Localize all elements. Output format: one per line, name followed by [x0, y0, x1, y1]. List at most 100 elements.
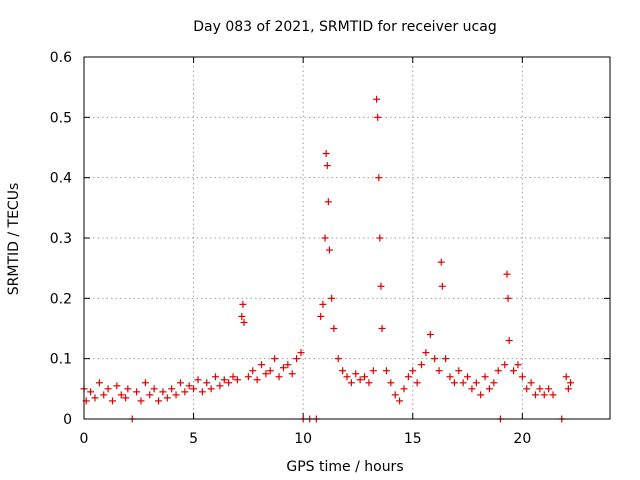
- data-point: [133, 388, 141, 396]
- data-point: [168, 385, 176, 393]
- data-point: [297, 349, 305, 357]
- data-point: [503, 270, 511, 278]
- data-point: [404, 373, 412, 381]
- data-point: [339, 367, 347, 375]
- data-point: [203, 379, 211, 387]
- data-point: [536, 385, 544, 393]
- data-point: [190, 385, 198, 393]
- data-point: [347, 379, 355, 387]
- data-point: [212, 373, 219, 381]
- data-point: [258, 361, 266, 369]
- data-point: [266, 367, 274, 375]
- data-point: [238, 312, 246, 320]
- data-point: [104, 385, 112, 393]
- data-point: [418, 361, 426, 369]
- data-point: [225, 379, 233, 387]
- data-point: [549, 391, 557, 399]
- data-point: [494, 367, 502, 375]
- data-point: [113, 382, 121, 390]
- data-point: [374, 113, 382, 121]
- data-point: [446, 373, 454, 381]
- data-point: [141, 379, 149, 387]
- data-point: [455, 367, 463, 375]
- data-point: [185, 382, 193, 390]
- data-point: [527, 379, 535, 387]
- y-tick-label: 0.1: [50, 352, 72, 368]
- y-tick-label: 0.4: [50, 171, 72, 187]
- data-point: [564, 385, 572, 393]
- data-point: [501, 361, 509, 369]
- data-point: [377, 282, 385, 290]
- data-point: [176, 379, 184, 387]
- data-point: [95, 379, 103, 387]
- data-point: [275, 373, 283, 381]
- data-point: [450, 379, 458, 387]
- data-point: [317, 312, 325, 320]
- data-point: [481, 373, 489, 381]
- x-tick-label: 10: [294, 431, 312, 447]
- data-point: [117, 391, 125, 399]
- data-point: [490, 379, 498, 387]
- y-tick-label: 0: [63, 412, 72, 428]
- data-point: [396, 397, 404, 405]
- data-point: [437, 258, 445, 266]
- data-point: [207, 385, 215, 393]
- data-point: [172, 391, 180, 399]
- data-point: [373, 95, 381, 103]
- data-point: [181, 388, 189, 396]
- data-point: [319, 300, 327, 308]
- x-tick-label: 5: [189, 431, 198, 447]
- data-point: [322, 150, 330, 158]
- data-point: [229, 373, 237, 381]
- data-point: [137, 397, 145, 405]
- data-point: [356, 376, 364, 384]
- data-point: [376, 234, 384, 242]
- data-point: [198, 388, 206, 396]
- data-point: [323, 162, 331, 170]
- data-point: [233, 376, 241, 384]
- data-point: [523, 385, 531, 393]
- x-tick-label: 0: [80, 431, 89, 447]
- data-point: [562, 373, 570, 381]
- data-point: [216, 382, 224, 390]
- data-point: [159, 388, 167, 396]
- ticks-layer: 0 0.1 0.2 0.3 0.4 0.5 0.6 0 5 10 15 20: [50, 50, 610, 447]
- data-point: [409, 367, 417, 375]
- data-point: [540, 391, 548, 399]
- x-tick-label: 15: [404, 431, 422, 447]
- data-point: [324, 198, 332, 206]
- data-point: [477, 391, 485, 399]
- data-point: [505, 337, 513, 345]
- data-point: [369, 367, 377, 375]
- data-point: [146, 391, 154, 399]
- chart-title: Day 083 of 2021, SRMTID for receiver uca…: [193, 19, 496, 35]
- data-point: [334, 355, 342, 363]
- data-point: [442, 355, 450, 363]
- data-point: [325, 246, 333, 254]
- data-point: [239, 300, 247, 308]
- data-point: [352, 370, 360, 378]
- data-point: [435, 367, 443, 375]
- plot-frame: [83, 56, 611, 420]
- data-point: [288, 370, 296, 378]
- data-point: [545, 385, 553, 393]
- data-point: [413, 379, 421, 387]
- y-tick-label: 0.3: [50, 231, 72, 247]
- data-point: [87, 388, 95, 396]
- data-point: [464, 373, 472, 381]
- data-point: [330, 325, 338, 332]
- data-point: [472, 379, 480, 387]
- data-point: [163, 394, 171, 402]
- data-point: [422, 349, 430, 357]
- data-point: [375, 174, 383, 182]
- data-point: [91, 394, 99, 402]
- data-point: [459, 379, 467, 387]
- data-point: [262, 370, 270, 378]
- data-point: [279, 364, 287, 372]
- data-point: [365, 379, 373, 387]
- data-point: [400, 385, 408, 393]
- data-point: [253, 376, 261, 384]
- data-point: [431, 355, 439, 363]
- data-point: [426, 331, 434, 339]
